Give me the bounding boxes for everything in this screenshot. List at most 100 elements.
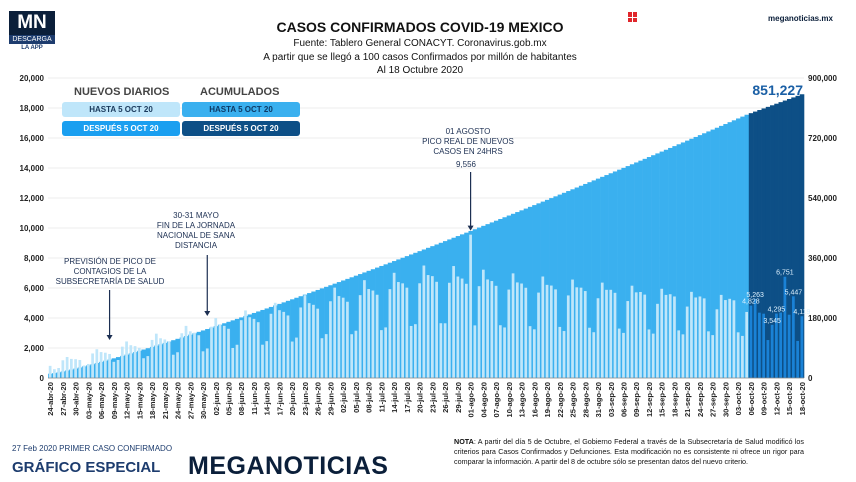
daily-bar [724,300,727,378]
daily-bar [677,330,681,378]
cumulative-bar [595,178,601,378]
change-note: NOTA: A partir del día 5 de Octubre, el … [454,437,804,467]
x-axis-tick-label: 08-jul-20 [365,382,374,413]
daily-bar [554,289,557,378]
cumulative-bar [689,138,694,378]
daily-bar [171,354,175,378]
daily-bar [783,276,787,378]
daily-bar [142,358,145,378]
daily-bar [545,284,549,378]
daily-bar [53,369,56,378]
cumulative-bar [770,105,775,378]
daily-bar [685,306,689,378]
daily-bar [528,326,532,378]
right-axis-tick-label: 540,000 [808,194,837,203]
daily-bar [265,341,269,378]
daily-bar [129,345,133,378]
x-axis-tick-label: 24-sep-20 [696,382,705,417]
x-axis-tick-label: 22-ago-20 [556,382,565,417]
daily-bar [65,357,69,378]
annotation-prevision-text: PREVISIÓN DE PICO DE [64,257,156,266]
daily-bar [583,291,587,378]
cumulative-bar [676,144,682,378]
daily-bar [477,286,481,378]
cumulative-bar [744,114,750,379]
daily-bar [358,295,362,378]
annotation-sana-distancia-text: DISTANCIA [175,241,218,250]
daily-bar [448,282,451,378]
cumulative-bar [672,146,677,378]
x-axis-tick-label: 23-jul-20 [428,382,437,413]
meganoticias-logo[interactable]: MN DESCARGA LA APP [9,11,55,52]
cumulative-bar [612,171,618,378]
x-axis-tick-label: 03-oct-20 [734,382,743,415]
daily-bar [227,328,230,378]
logo-descarga: DESCARGA [9,35,55,44]
daily-bar [375,294,379,378]
cumulative-bar [498,218,503,378]
x-axis-tick-label: 15-may-20 [135,382,144,419]
daily-bar [371,290,375,378]
right-axis-tick-label: 0 [808,374,813,383]
x-axis-tick-label: 10-ago-20 [505,382,514,417]
daily-bar [235,344,239,378]
cumulative-bar [719,125,724,378]
daily-bar [422,265,426,378]
x-axis-tick-label: 15-sep-20 [658,382,667,417]
daily-bar [70,358,73,378]
cumulative-bar [655,153,660,378]
daily-bar [439,323,443,378]
daily-bar [278,310,281,378]
left-axis-tick-label: 6,000 [24,284,45,293]
x-axis-tick-label: 30-sep-20 [721,382,730,417]
brand-url[interactable]: meganoticias.mx [768,14,833,23]
daily-bar [719,294,723,378]
x-axis-tick-label: 29-jun-20 [326,382,335,415]
annotation-prevision-text: CONTAGIOS DE LA [74,267,147,276]
daily-bar [668,294,672,378]
daily-bar [193,332,196,378]
x-axis-tick-label: 02-jul-20 [339,382,348,413]
daily-bar [681,334,685,378]
logo-mn: MN [9,11,55,35]
daily-bar [57,367,60,378]
daily-bar [656,303,659,378]
x-axis-tick-label: 05-jun-20 [225,382,234,415]
cumulative-bar [629,164,635,378]
daily-bar [549,285,553,378]
legend-daily-after: DESPUÉS 5 OCT 20 [62,121,180,136]
daily-bar [762,313,766,378]
x-axis-tick-label: 27-abr-20 [59,382,68,416]
legend-cum-before: HASTA 5 OCT 20 [182,102,300,117]
daily-bar [82,365,86,378]
daily-bar [647,329,651,378]
cumulative-bar [574,187,580,378]
right-axis-tick-label: 180,000 [808,314,837,323]
x-axis-tick-label: 08-jun-20 [237,382,246,415]
x-axis-tick-label: 11-jun-20 [250,382,259,415]
daily-bar [103,352,107,378]
cumulative-bar [621,167,626,378]
cumulative-bar [748,113,754,379]
daily-bar [609,289,613,378]
left-axis-tick-label: 0 [40,374,45,383]
cumulative-bar [557,194,563,378]
x-axis-tick-label: 29-jul-20 [454,382,463,413]
daily-bar [197,335,201,378]
x-axis-tick-label: 06-may-20 [97,382,106,419]
cumulative-bar [651,155,656,378]
daily-bar [532,329,536,378]
daily-bar [388,289,392,378]
grid-icon[interactable] [628,12,638,22]
daily-bar [792,296,795,378]
daily-bar [520,283,523,378]
x-axis-tick-label: 03-sep-20 [607,382,616,417]
daily-bar [651,333,655,378]
x-axis-tick-label: 30-abr-20 [72,382,81,416]
annotation-sana-distancia-text: 30-31 MAYO [173,211,219,220]
daily-bar [515,282,519,378]
daily-bar [414,324,417,378]
x-axis-tick-label: 07-ago-20 [492,382,501,417]
daily-bar [511,273,515,378]
cumulative-bar [723,124,728,379]
